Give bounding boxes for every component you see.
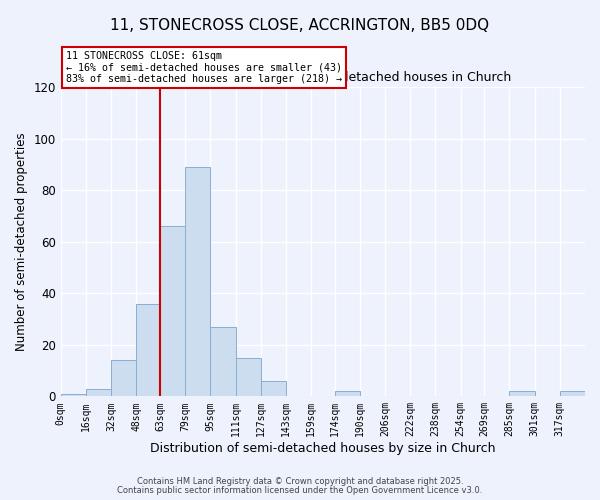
- Bar: [261, 381, 286, 396]
- Y-axis label: Number of semi-detached properties: Number of semi-detached properties: [15, 132, 28, 351]
- Bar: [136, 304, 160, 396]
- Bar: [111, 360, 136, 396]
- X-axis label: Distribution of semi-detached houses by size in Church: Distribution of semi-detached houses by …: [150, 442, 496, 455]
- Bar: [509, 391, 535, 396]
- Title: Size of property relative to semi-detached houses in Church: Size of property relative to semi-detach…: [135, 72, 511, 85]
- Text: 11 STONECROSS CLOSE: 61sqm
← 16% of semi-detached houses are smaller (43)
83% of: 11 STONECROSS CLOSE: 61sqm ← 16% of semi…: [66, 51, 342, 84]
- Bar: [236, 358, 261, 397]
- Text: Contains HM Land Registry data © Crown copyright and database right 2025.: Contains HM Land Registry data © Crown c…: [137, 477, 463, 486]
- Text: Contains public sector information licensed under the Open Government Licence v3: Contains public sector information licen…: [118, 486, 482, 495]
- Bar: [560, 391, 585, 396]
- Bar: [335, 391, 360, 396]
- Bar: [86, 388, 111, 396]
- Text: 11, STONECROSS CLOSE, ACCRINGTON, BB5 0DQ: 11, STONECROSS CLOSE, ACCRINGTON, BB5 0D…: [110, 18, 490, 32]
- Bar: [211, 326, 236, 396]
- Bar: [61, 394, 86, 396]
- Bar: [160, 226, 185, 396]
- Bar: [185, 167, 211, 396]
